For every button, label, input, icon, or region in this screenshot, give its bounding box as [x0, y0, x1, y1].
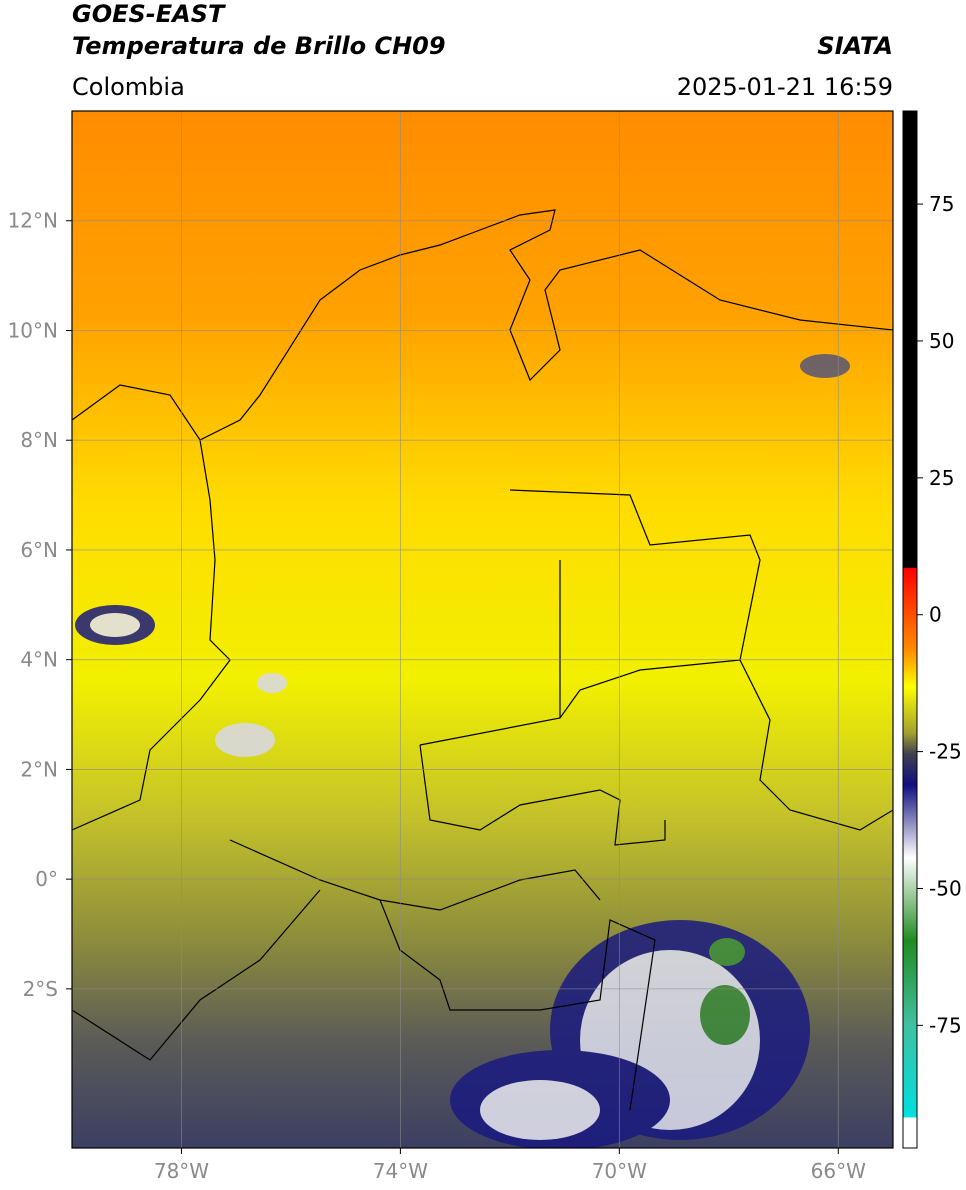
region: Colombia — [72, 73, 185, 101]
lat-tick-label: 0° — [35, 867, 58, 891]
title: GOES-EAST — [72, 0, 226, 28]
colorbar-tick-label: -50 — [929, 876, 962, 900]
map-frame — [71, 110, 894, 1149]
colorbar-tick-label: 50 — [929, 329, 954, 353]
lon-tick-label: 70°W — [592, 1159, 647, 1183]
lat-tick-label: 8°N — [20, 428, 58, 452]
source: SIATA — [817, 32, 893, 60]
colorbar-tick-label: 75 — [929, 192, 954, 216]
map — [72, 111, 893, 1148]
lat-tick-label: 10°N — [8, 318, 58, 342]
lon-tick-label: 66°W — [811, 1159, 866, 1183]
lat-tick-label: 4°N — [20, 648, 58, 672]
colorbar-tick-label: 25 — [929, 466, 954, 490]
clouds — [75, 354, 850, 1148]
datetime: 2025-01-21 16:59 — [677, 73, 893, 101]
lat-tick-label: 2°S — [23, 977, 58, 1001]
lon-tick-label: 74°W — [373, 1159, 428, 1183]
lat-tick-label: 6°N — [20, 538, 58, 562]
colorbar-tick-label: -25 — [929, 740, 962, 764]
colorbar-tick-label: 0 — [929, 603, 942, 627]
subtitle: Temperatura de Brillo CH09 — [72, 32, 446, 60]
colorbar — [902, 110, 918, 1149]
colorbar-tick-label: -75 — [929, 1013, 962, 1037]
lon-tick-label: 78°W — [154, 1159, 209, 1183]
lat-tick-label: 2°N — [20, 757, 58, 781]
lat-tick-label: 12°N — [8, 209, 58, 233]
